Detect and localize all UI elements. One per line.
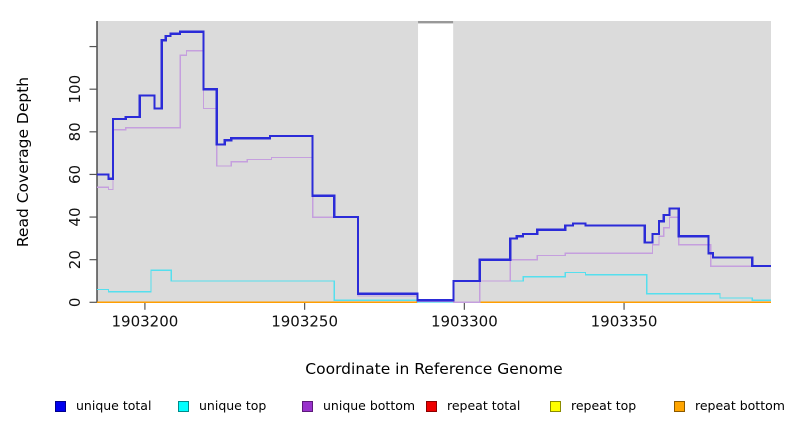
x-tick-label: 1903350 <box>591 312 658 330</box>
y-tick-label: 40 <box>66 208 84 227</box>
plot-legend: unique total unique top unique bottom re… <box>0 398 792 422</box>
repeat-top-swatch-icon <box>550 400 561 412</box>
repeat-bottom-swatch-icon <box>674 400 685 412</box>
coverage-gap-region <box>418 21 454 303</box>
legend-label: unique total <box>76 398 152 413</box>
legend-item-unique-top: unique top <box>178 398 266 414</box>
legend-label: unique top <box>199 398 267 413</box>
x-tick-label: 1903250 <box>271 312 338 330</box>
y-tick-label: 60 <box>66 165 84 184</box>
series-unique-total-line <box>97 30 771 302</box>
legend-item-repeat-top: repeat top <box>550 398 636 414</box>
legend-label: repeat bottom <box>695 398 785 413</box>
unique-bottom-swatch-icon <box>302 400 313 412</box>
x-axis-title: Coordinate in Reference Genome <box>305 360 562 378</box>
legend-item-unique-total: unique total <box>55 398 151 414</box>
y-tick-label: 80 <box>66 122 84 141</box>
legend-label: unique bottom <box>323 398 416 413</box>
y-tick-label: 20 <box>66 250 84 269</box>
unique-total-swatch-icon <box>55 400 66 412</box>
coverage-plot-svg: 1903200 1903250 1903300 1903350 0 20 40 60 80 100… <box>14 21 771 378</box>
y-tick-label: 100 <box>66 75 84 104</box>
legend-item-repeat-bottom: repeat bottom <box>674 398 785 414</box>
gap-top-line <box>418 21 454 24</box>
x-tick-label: 1903200 <box>112 312 179 330</box>
y-axis-title: Read Coverage Depth <box>14 77 32 247</box>
legend-item-repeat-total: repeat total <box>426 398 520 414</box>
unique-top-swatch-icon <box>178 400 189 412</box>
legend-label: repeat top <box>571 398 637 413</box>
legend-item-unique-bottom: unique bottom <box>302 398 415 414</box>
y-tick-label: 0 <box>66 298 84 308</box>
x-tick-label: 1903300 <box>431 312 498 330</box>
legend-label: repeat total <box>447 398 521 413</box>
series-unique-bottom-line <box>97 50 771 303</box>
repeat-total-swatch-icon <box>426 400 437 412</box>
